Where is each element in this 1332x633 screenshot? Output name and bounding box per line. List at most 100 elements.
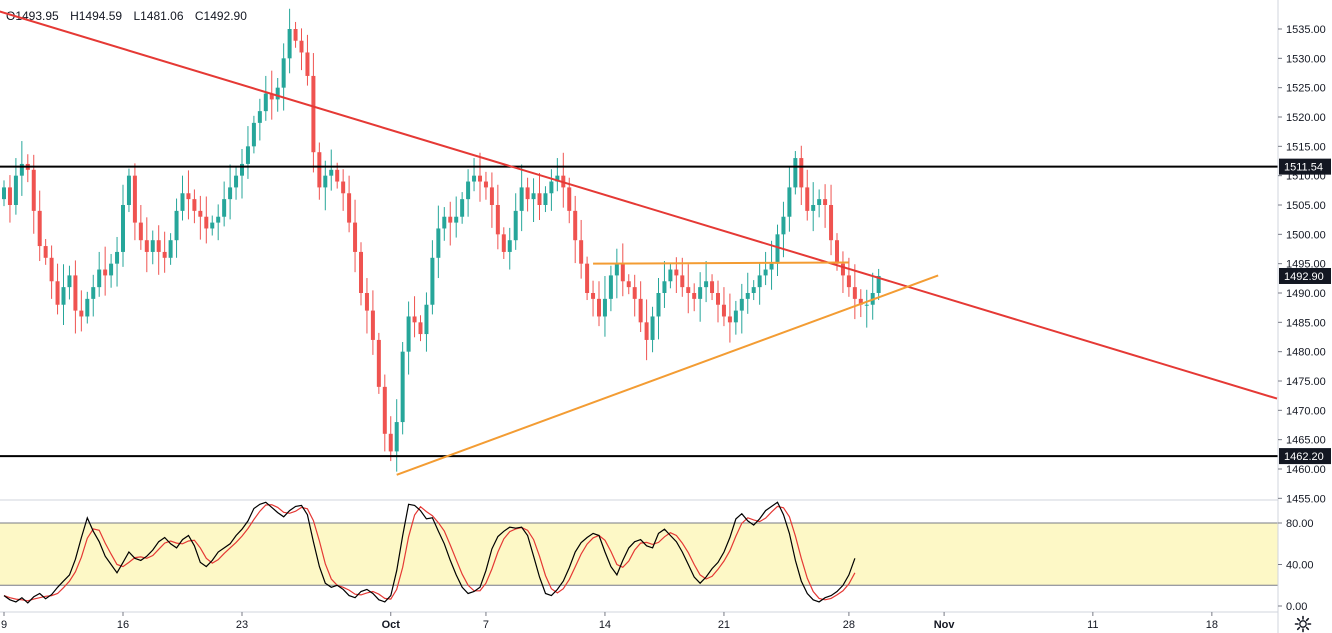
candle-body bbox=[180, 193, 185, 211]
candle-body bbox=[97, 269, 102, 288]
candle-body bbox=[608, 275, 613, 299]
time-tick-label: 21 bbox=[718, 619, 730, 631]
candle-body bbox=[430, 257, 435, 305]
candle-body bbox=[156, 240, 161, 252]
candle-body bbox=[394, 422, 399, 452]
candle-body bbox=[347, 193, 352, 223]
candlesticks bbox=[2, 8, 881, 472]
price-label-text: 1462.20 bbox=[1284, 451, 1324, 463]
candle-body bbox=[7, 187, 12, 205]
candle-body bbox=[519, 187, 524, 211]
candle-body bbox=[305, 52, 310, 76]
candle-body bbox=[585, 263, 590, 293]
price-label-box bbox=[1279, 158, 1331, 175]
candle-body bbox=[680, 275, 685, 288]
candle-body bbox=[150, 240, 155, 252]
candle-body bbox=[257, 111, 262, 123]
time-tick-label: 11 bbox=[1087, 619, 1098, 631]
price-tick-label: 1520.00 bbox=[1286, 112, 1326, 124]
price-tick-label: 1515.00 bbox=[1286, 141, 1326, 153]
stochastic-k-line bbox=[3, 501, 856, 604]
candle-body bbox=[793, 158, 798, 188]
candle-body bbox=[668, 269, 673, 282]
candle-body bbox=[85, 298, 90, 317]
candle-body bbox=[579, 240, 584, 264]
price-tick-label: 1455.00 bbox=[1286, 493, 1326, 505]
candle-body bbox=[198, 210, 203, 217]
candle-body bbox=[275, 87, 280, 100]
candle-body bbox=[704, 281, 709, 288]
stochastic-tick-label: 40.00 bbox=[1286, 560, 1314, 572]
candle-body bbox=[370, 310, 375, 340]
candle-body bbox=[513, 210, 518, 241]
stochastic-tick-label: 80.00 bbox=[1286, 518, 1314, 530]
candle-body bbox=[733, 310, 738, 323]
time-tick-label: 18 bbox=[1206, 619, 1218, 631]
price-axis-ticks: 1535.001530.001525.001520.001515.001510.… bbox=[1278, 24, 1326, 613]
candle-body bbox=[121, 205, 125, 252]
candle-body bbox=[406, 316, 411, 352]
candle-body bbox=[751, 287, 756, 293]
horizontal-levels bbox=[0, 165, 1278, 458]
candle-body bbox=[799, 158, 804, 188]
candle-body bbox=[626, 281, 631, 288]
candle-body bbox=[864, 304, 869, 306]
candle-body bbox=[632, 287, 637, 299]
candle-body bbox=[698, 287, 703, 299]
candle-body bbox=[103, 269, 108, 276]
candle-body bbox=[376, 339, 381, 387]
price-tick-label: 1485.00 bbox=[1286, 317, 1326, 329]
candle-body bbox=[769, 263, 774, 270]
candle-body bbox=[692, 293, 697, 299]
candle-body bbox=[73, 275, 78, 311]
candle-body bbox=[174, 210, 179, 241]
candle-body bbox=[281, 58, 286, 88]
candle-body bbox=[442, 216, 447, 229]
candle-body bbox=[400, 351, 405, 423]
candle-body bbox=[721, 304, 726, 317]
candle-body bbox=[835, 240, 839, 264]
candle-body bbox=[424, 304, 429, 335]
ohlc-readout: O1493.95 H1494.59 L1481.06 C1492.90 bbox=[6, 9, 255, 23]
candle-body bbox=[228, 187, 233, 200]
candle-body bbox=[537, 193, 542, 205]
price-tick-label: 1475.00 bbox=[1286, 376, 1326, 388]
time-tick-label: 7 bbox=[483, 619, 489, 631]
price-tick-label: 1495.00 bbox=[1286, 259, 1326, 271]
candle-body bbox=[263, 93, 268, 112]
candle-body bbox=[846, 275, 851, 288]
time-tick-label: 28 bbox=[843, 619, 855, 631]
candle-body bbox=[204, 216, 209, 229]
candle-body bbox=[13, 175, 18, 205]
stochastic-overbought-oversold-band bbox=[0, 522, 1278, 586]
candle-body bbox=[840, 263, 845, 276]
gear-icon[interactable] bbox=[1294, 615, 1312, 633]
stochastic-d-line bbox=[3, 504, 856, 602]
candle-body bbox=[602, 298, 607, 317]
candle-body bbox=[216, 216, 221, 223]
candle-body bbox=[745, 293, 750, 299]
candle-body bbox=[2, 187, 6, 200]
candle-body bbox=[359, 251, 363, 293]
price-tick-label: 1530.00 bbox=[1286, 53, 1326, 65]
candle-body bbox=[210, 222, 215, 229]
candle-body bbox=[79, 310, 84, 317]
candle-body bbox=[454, 216, 459, 223]
candle-body bbox=[144, 240, 149, 252]
candle-body bbox=[644, 322, 649, 340]
candle-body bbox=[549, 181, 554, 194]
price-label-text: 1511.54 bbox=[1284, 162, 1323, 174]
candle-body bbox=[466, 181, 471, 200]
candle-body bbox=[192, 199, 197, 211]
price-label-box bbox=[1279, 448, 1331, 465]
candle-body bbox=[364, 293, 369, 311]
candle-body bbox=[525, 187, 530, 200]
candle-body bbox=[162, 251, 167, 258]
candle-body bbox=[656, 293, 661, 317]
candle-body bbox=[472, 175, 477, 182]
candle-body bbox=[299, 40, 304, 53]
candle-body bbox=[341, 181, 346, 194]
candle-body bbox=[638, 298, 643, 323]
ohlc-high: H1494.59 bbox=[70, 9, 123, 23]
